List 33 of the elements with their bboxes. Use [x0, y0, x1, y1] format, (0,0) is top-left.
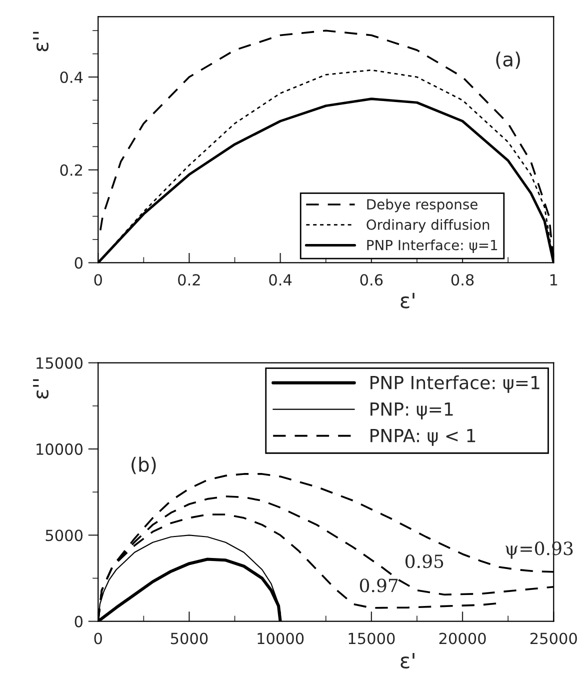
- x-axis-title: ε': [400, 292, 414, 308]
- y-tick-label: 10000: [36, 443, 83, 455]
- legend-label: Ordinary diffusion: [366, 219, 490, 233]
- x-axis-title: ε': [400, 652, 414, 668]
- x-tick-label: 1: [550, 274, 558, 286]
- annotation: 0.97: [360, 578, 398, 592]
- y-tick-label: 0.2: [60, 164, 82, 176]
- y-tick-label: 0: [74, 257, 83, 269]
- legend-label: PNPA: ψ < 1: [370, 428, 476, 446]
- y-tick-label: 5000: [46, 530, 83, 542]
- y-tick-label: 15000: [36, 357, 83, 369]
- annotation: 0.95: [406, 554, 444, 568]
- legend-label: PNP Interface: ψ=1: [370, 375, 540, 393]
- x-tick-label: 15000: [348, 632, 395, 644]
- x-tick-label: 0.2: [178, 274, 200, 286]
- x-tick-label: 0.4: [269, 274, 292, 286]
- annotation: (b): [132, 456, 156, 474]
- legend-label: PNP: ψ=1: [370, 402, 453, 420]
- y-axis-title: ε'': [33, 32, 49, 52]
- legend-label: PNP Interface: ψ=1: [367, 240, 498, 253]
- x-tick-label: 0: [94, 632, 102, 644]
- y-tick-label: 0: [74, 616, 83, 628]
- x-tick-label: 0.6: [360, 274, 383, 286]
- legend-label: Debye response: [367, 198, 478, 212]
- x-tick-label: 25000: [530, 632, 577, 644]
- y-axis-title: ε'': [33, 379, 49, 399]
- x-tick-label: 20000: [439, 632, 486, 644]
- x-tick-label: 0: [94, 274, 102, 286]
- y-tick-label: 0.4: [60, 71, 83, 84]
- x-tick-label: 0.8: [451, 274, 474, 286]
- x-tick-label: 10000: [258, 632, 304, 644]
- annotation: (a): [496, 52, 520, 69]
- x-tick-label: 5000: [170, 632, 208, 644]
